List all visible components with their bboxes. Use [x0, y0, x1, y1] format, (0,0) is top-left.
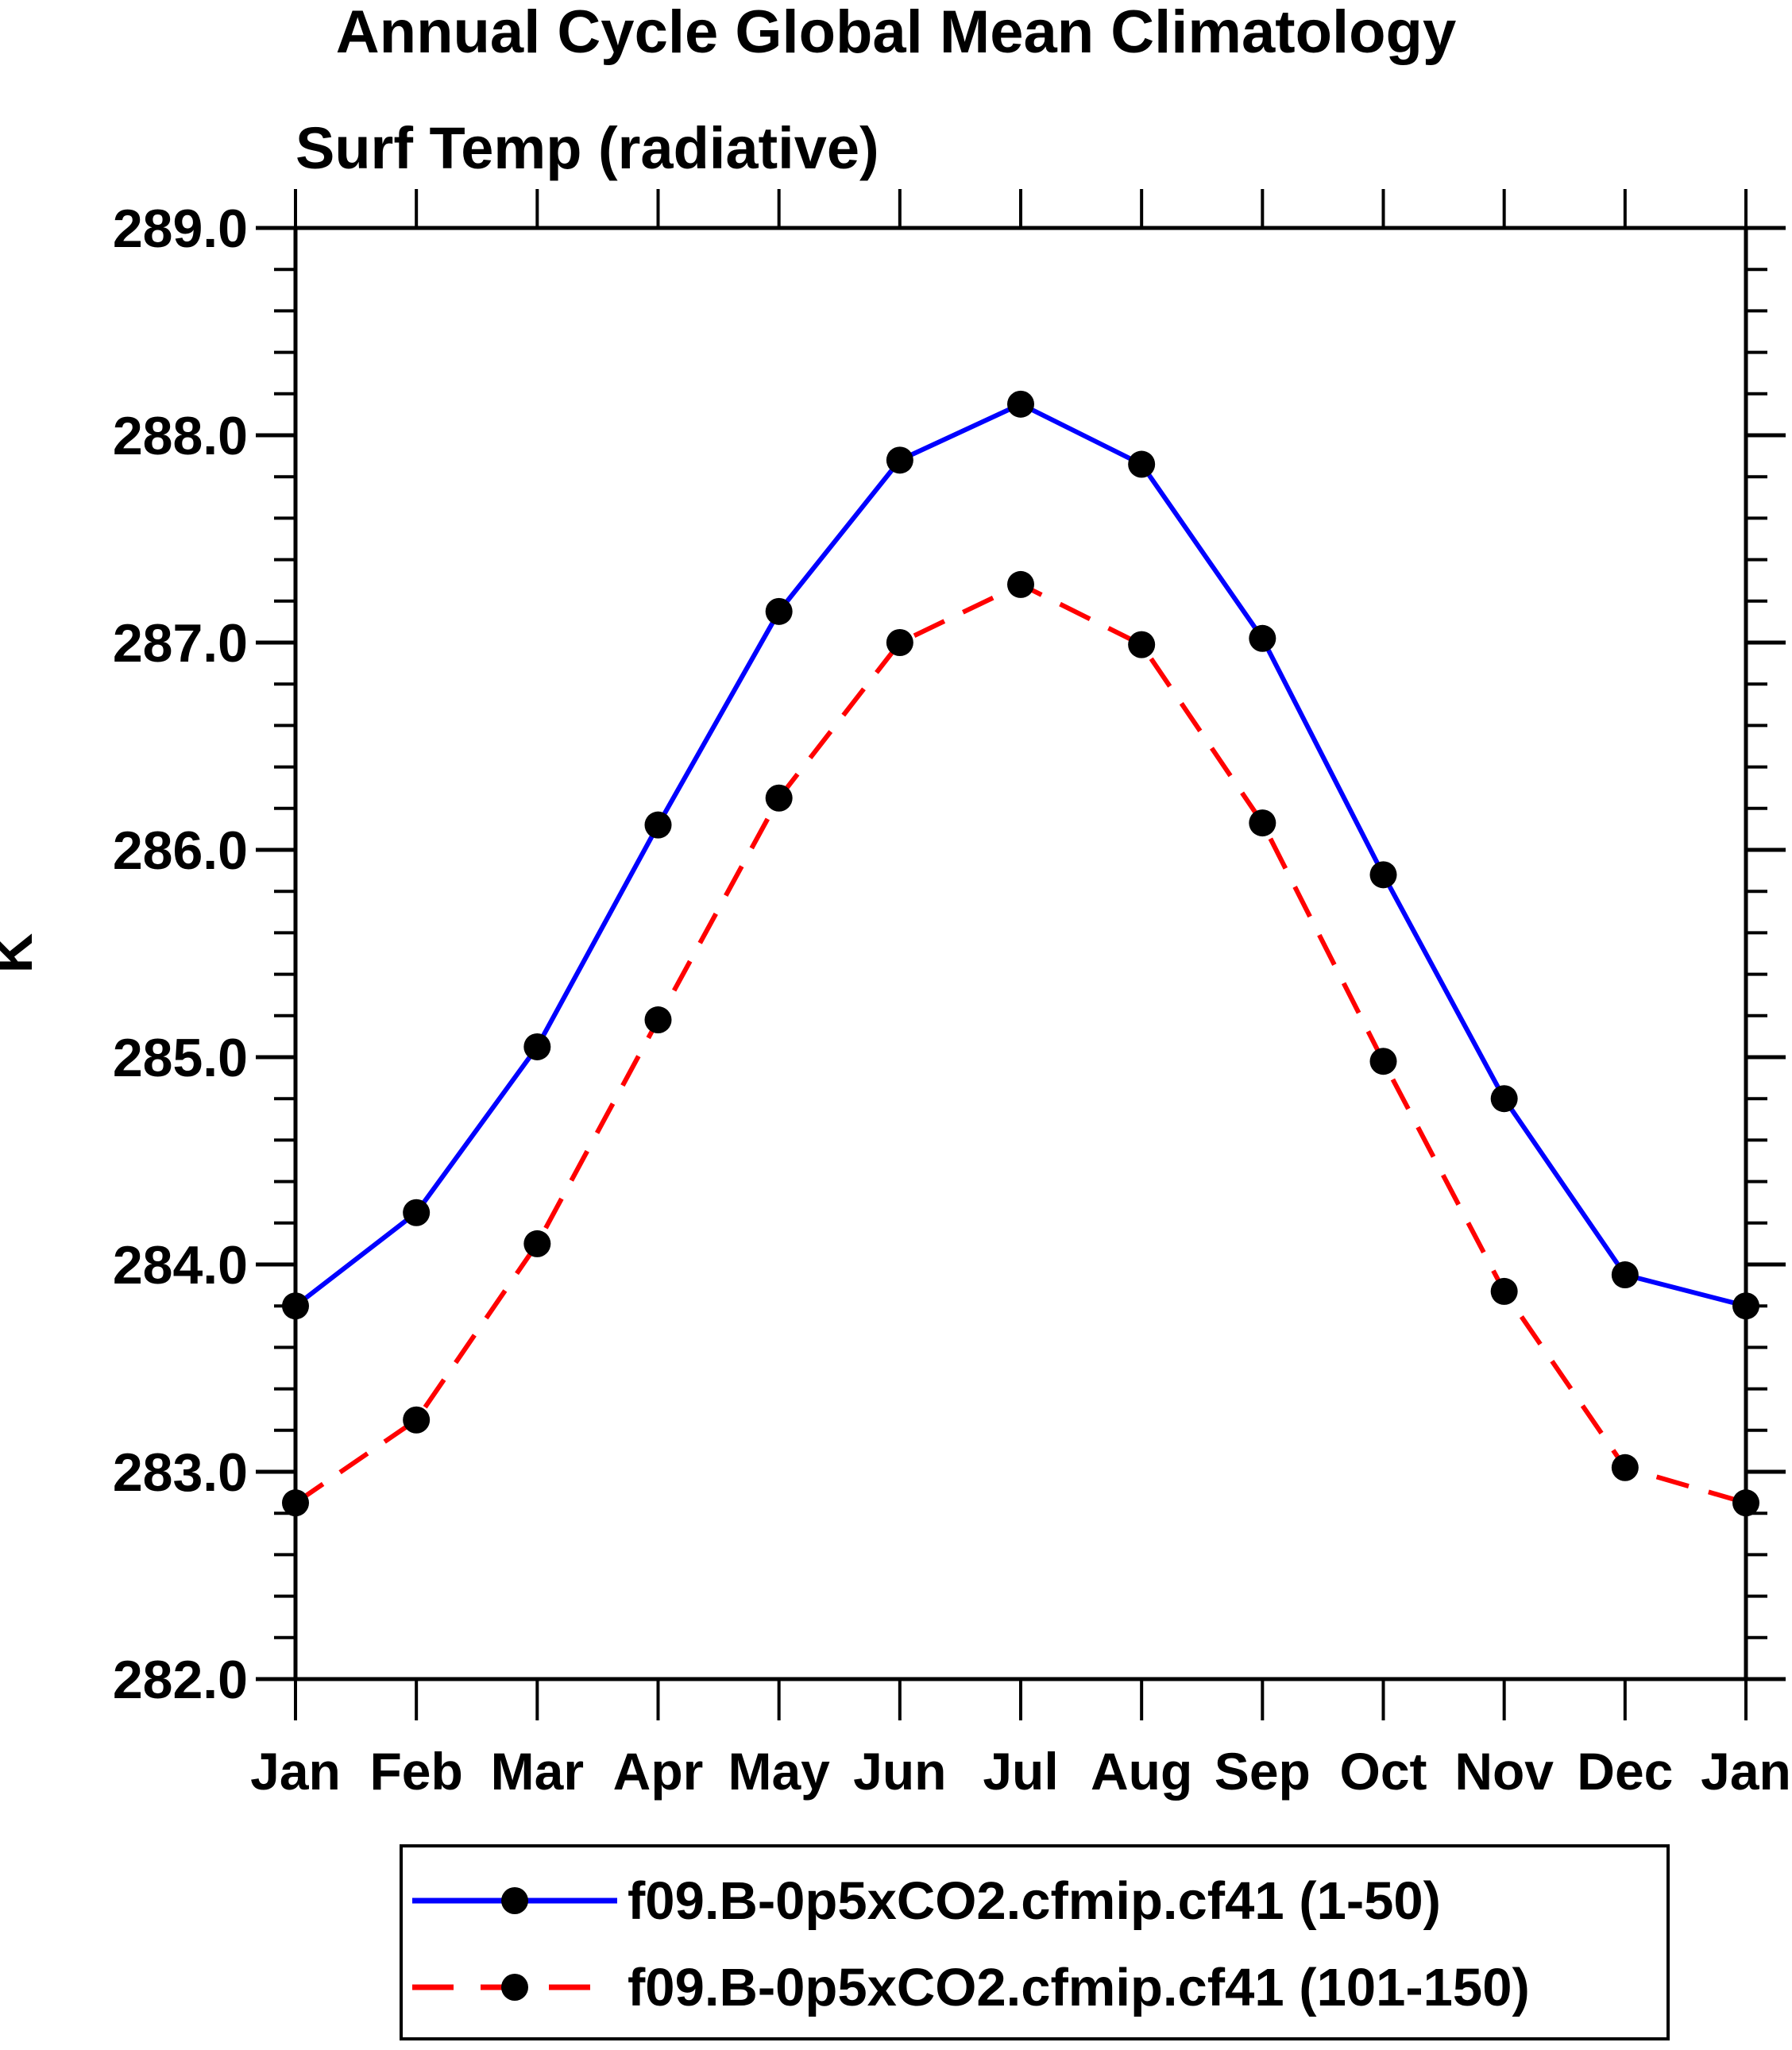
data-point-marker-s1	[523, 1230, 551, 1257]
y-tick-label: 288.0	[113, 406, 248, 466]
data-point-marker-s0	[1369, 861, 1397, 889]
y-axis-label: K	[0, 933, 44, 974]
series-line-0	[294, 401, 1747, 1309]
chart-subtitle: Surf Temp (radiative)	[295, 115, 879, 181]
data-point-marker-s0	[765, 597, 793, 625]
legend-box	[400, 1844, 1670, 2040]
x-tick-label: Sep	[1215, 1742, 1311, 1801]
legend-label: f09.B-0p5xCO2.cfmip.cf41 (1-50)	[628, 1871, 1441, 1931]
data-point-marker-s1	[1369, 1048, 1397, 1075]
x-tick-label: Dec	[1577, 1742, 1673, 1801]
y-tick-label: 286.0	[113, 820, 248, 881]
y-tick-label: 285.0	[113, 1028, 248, 1088]
y-tick-label: 282.0	[113, 1650, 248, 1710]
x-tick-label: Mar	[491, 1742, 584, 1801]
data-point-marker-s0	[1611, 1261, 1639, 1289]
data-point-marker-s1	[644, 1006, 672, 1034]
y-tick-label: 289.0	[113, 199, 248, 259]
legend-label: f09.B-0p5xCO2.cfmip.cf41 (101-150)	[628, 1958, 1530, 2017]
series-line-1	[294, 581, 1747, 1506]
x-tick-label: Jan	[1701, 1742, 1791, 1801]
data-point-marker-s1	[1490, 1277, 1518, 1305]
x-tick-label: Jan	[250, 1742, 341, 1801]
data-point-marker-s0	[1007, 390, 1034, 418]
legend-marker	[501, 1887, 528, 1914]
x-tick-label: Aug	[1091, 1742, 1192, 1801]
y-tick-label: 283.0	[113, 1442, 248, 1503]
data-point-marker-s0	[1249, 624, 1276, 652]
x-tick-label: Feb	[369, 1742, 462, 1801]
data-point-marker-s0	[523, 1033, 551, 1060]
y-tick-label: 287.0	[113, 613, 248, 674]
plot-frame	[293, 226, 1748, 1681]
data-point-marker-s0	[282, 1292, 309, 1320]
data-point-marker-s1	[886, 629, 913, 656]
x-tick-label: Jul	[983, 1742, 1058, 1801]
data-point-marker-s1	[1611, 1454, 1639, 1481]
data-point-marker-s0	[403, 1199, 431, 1226]
data-point-marker-s0	[1732, 1292, 1759, 1320]
x-tick-label: Jun	[853, 1742, 946, 1801]
data-point-marker-s1	[1249, 809, 1276, 837]
chart-title: Annual Cycle Global Mean Climatology	[336, 0, 1456, 66]
data-point-marker-s1	[282, 1489, 309, 1517]
data-point-marker-s1	[403, 1406, 431, 1434]
x-tick-label: May	[728, 1742, 830, 1801]
x-tick-label: Nov	[1454, 1742, 1554, 1801]
data-point-marker-s0	[1128, 450, 1156, 478]
data-point-marker-s1	[1128, 631, 1156, 658]
data-point-marker-s0	[1490, 1085, 1518, 1113]
plot-area: 282.0 283.0 284.0 285.0 286.0 287.0 288.0 289.0…	[113, 189, 1791, 2040]
data-point-marker-s1	[1732, 1489, 1759, 1517]
data-point-marker-s0	[644, 811, 672, 839]
x-tick-label: Apr	[613, 1742, 704, 1801]
y-tick-label: 284.0	[113, 1235, 248, 1295]
x-tick-label: Oct	[1339, 1742, 1427, 1801]
data-point-marker-s0	[886, 446, 913, 474]
data-point-marker-s1	[1007, 570, 1034, 598]
legend-marker	[501, 1974, 528, 2001]
data-point-marker-s1	[765, 784, 793, 812]
